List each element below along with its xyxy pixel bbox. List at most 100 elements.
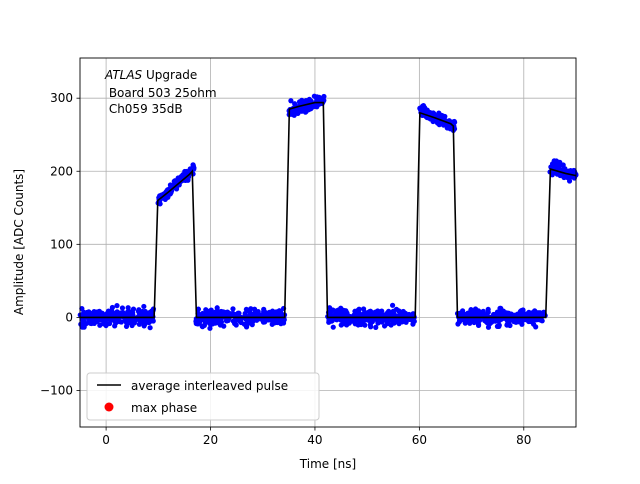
sample-point-636 — [288, 98, 294, 104]
sample-point-197 — [97, 322, 103, 328]
y-axis-ticks: −100 0 100 200 300 — [40, 91, 80, 397]
sample-point-1344 — [496, 322, 502, 328]
x-axis-label: Time [ns] — [299, 457, 356, 471]
annotation-line-1: ATLAS Upgrade — [104, 68, 197, 82]
sample-point-5 — [114, 303, 120, 309]
sample-point-1363 — [533, 317, 540, 323]
sample-point-1342 — [530, 321, 537, 327]
x-tick-label-4: 80 — [516, 433, 531, 447]
sample-point-215 — [86, 317, 93, 324]
sample-point-534 — [195, 306, 202, 312]
sample-point-1290 — [467, 320, 473, 326]
sample-point-316 — [191, 165, 197, 171]
sample-point-984 — [361, 309, 368, 315]
sample-point-857 — [373, 324, 379, 330]
sample-point-601 — [242, 312, 248, 318]
sample-point-210 — [79, 305, 85, 312]
sample-point-737 — [330, 324, 336, 330]
sample-point-600 — [205, 316, 211, 323]
sample-point-784 — [389, 302, 396, 308]
sample-point-219 — [78, 321, 84, 327]
y-tick-label-0: −100 — [40, 383, 73, 397]
sample-point-718 — [289, 111, 296, 117]
sample-point-1089 — [417, 105, 423, 111]
sample-point-592 — [266, 310, 272, 316]
x-tick-label-2: 40 — [307, 433, 322, 447]
sample-point-1087 — [440, 122, 447, 128]
sample-point-1367 — [514, 317, 520, 323]
sample-point-988 — [340, 315, 346, 321]
x-axis-ticks: 0 20 40 60 80 — [102, 427, 531, 447]
legend: average interleaved pulse max phase — [86, 372, 320, 421]
sample-point-1349 — [504, 321, 510, 327]
annotation-line-3: Ch059 35dB — [105, 102, 183, 116]
sample-point-976 — [400, 318, 406, 324]
sample-point-481 — [233, 322, 239, 328]
sample-point-403 — [230, 306, 236, 312]
sample-point-974 — [333, 308, 340, 314]
sample-point-1368 — [526, 317, 532, 324]
sample-point-222 — [123, 319, 130, 326]
sample-point-1447 — [557, 172, 563, 179]
sample-point-1361 — [508, 311, 515, 317]
sample-point-980 — [393, 306, 400, 312]
y-tick-label-2: 100 — [50, 237, 73, 251]
sample-point-1442 — [561, 174, 567, 181]
sample-point-944 — [338, 305, 344, 311]
sample-point-602 — [225, 310, 231, 316]
sample-point-1353 — [483, 315, 489, 321]
plot-frame — [79, 57, 577, 428]
sample-point-931 — [410, 321, 416, 327]
y-tick-label-4: 300 — [50, 91, 73, 105]
sample-point-1325 — [475, 318, 482, 325]
sample-point-606 — [193, 318, 199, 324]
sample-point-120 — [125, 305, 131, 311]
sample-point-539 — [278, 309, 284, 316]
sample-point-206 — [105, 309, 112, 316]
sample-point-603 — [210, 310, 217, 317]
sample-point-327 — [167, 182, 173, 188]
sample-point-607 — [276, 319, 282, 325]
sample-point-610 — [201, 322, 207, 328]
sample-point-599 — [221, 323, 227, 329]
sample-point-464 — [243, 306, 249, 313]
sample-point-973 — [334, 317, 340, 323]
sample-point-713 — [320, 96, 326, 103]
sample-point-491 — [207, 325, 213, 331]
annotation-atlas: ATLAS — [104, 68, 143, 82]
sample-point-542 — [197, 318, 203, 324]
sample-point-211 — [97, 312, 103, 318]
sample-point-1437 — [562, 166, 568, 172]
sample-point-977 — [343, 312, 350, 318]
sample-point-225 — [147, 325, 153, 331]
sample-point-1356 — [517, 308, 524, 315]
y-tick-label-3: 200 — [50, 164, 73, 178]
sample-point-609 — [224, 318, 230, 324]
sample-point-938 — [390, 312, 396, 318]
y-tick-label-1: 0 — [65, 310, 73, 324]
sample-point-1337 — [455, 321, 461, 327]
sample-point-1347 — [535, 310, 541, 316]
sample-point-1083 — [436, 110, 442, 116]
sample-point-226 — [147, 309, 153, 315]
sample-point-584 — [215, 308, 221, 314]
sample-point-1097 — [426, 110, 432, 116]
sample-point-148 — [136, 321, 142, 327]
atlas-annotation: ATLAS Upgrade Board 503 25ohm Ch059 35dB — [104, 68, 217, 116]
legend-box — [86, 372, 320, 421]
sample-point-1446 — [549, 163, 556, 169]
annotation-upgrade: Upgrade — [142, 68, 197, 82]
sample-point-155 — [112, 323, 118, 329]
sample-point-204 — [127, 309, 133, 315]
sample-point-985 — [375, 319, 382, 326]
sample-point-1315 — [481, 311, 487, 317]
sample-point-199 — [129, 318, 135, 324]
sample-point-61 — [109, 304, 115, 311]
sample-point-16 — [119, 305, 126, 311]
sample-point-588 — [270, 317, 276, 323]
average-pulse-line — [80, 101, 577, 319]
sample-point-930 — [384, 310, 391, 316]
sample-point-623 — [292, 101, 298, 107]
